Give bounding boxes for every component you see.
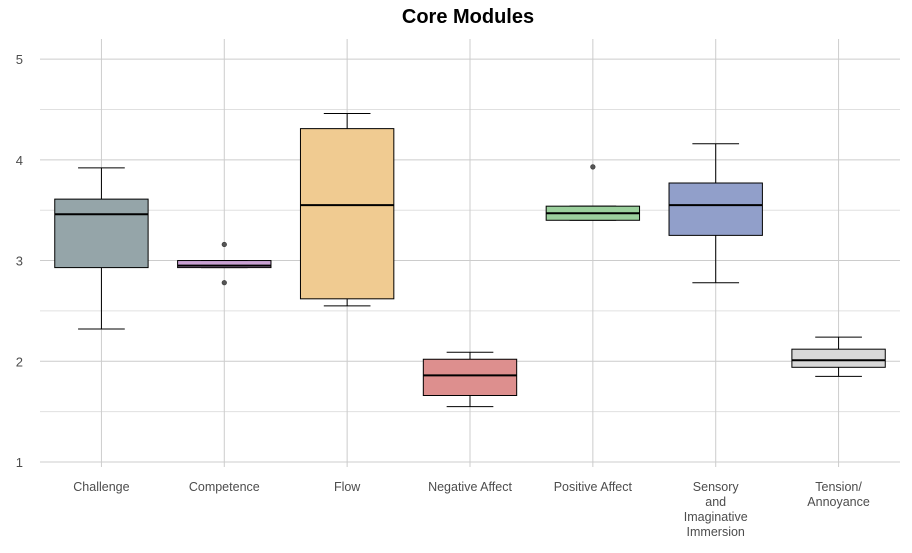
box-iqr [791,348,886,368]
x-category-label-line: Sensory [693,480,740,494]
box-group [668,143,763,284]
box-group [791,336,886,377]
box-group [54,167,149,330]
outlier-point [221,280,227,286]
x-axis-categories: Challenge Competence Flow Negative Affect Po… [73,480,870,539]
x-category-label: Competence [189,480,260,494]
box-iqr [668,182,763,236]
x-category-label: Tension/Annoyance [807,480,870,509]
x-category-label-line: Negative Affect [428,480,512,494]
y-tick-label: 2 [16,354,23,369]
x-category-label-line: Annoyance [807,495,870,509]
x-category-label-line: Competence [189,480,260,494]
outlier-point [221,241,227,248]
chart-title: Core Modules [402,6,534,28]
box-group [177,241,272,286]
x-category-label-line: Immersion [687,525,745,539]
grid [40,39,900,467]
x-category-label-line: Imaginative [684,510,748,524]
y-tick-label: 1 [16,455,23,470]
x-category-label: Positive Affect [554,480,633,494]
y-tick-label: 4 [16,153,23,168]
box-iqr [177,260,272,269]
outlier-point [590,164,596,170]
boxes [54,113,886,408]
x-category-label-line: Flow [334,480,361,494]
x-category-label: Sensory and Imaginative Immersion [684,480,748,539]
box-group [545,164,641,221]
box-iqr [299,128,395,300]
y-tick-label: 5 [16,52,23,67]
x-category-label-line: Positive Affect [554,480,633,494]
box-group [422,351,518,408]
x-category-label-line: Tension/ [815,480,862,494]
y-tick-label: 3 [16,254,23,269]
box-iqr [54,198,149,269]
x-category-label-line: Challenge [73,480,129,494]
box-iqr [422,358,518,396]
x-category-label: Flow [334,480,361,494]
x-category-label: Challenge [73,480,129,494]
box-group [299,113,395,307]
y-axis-ticks: 1 2 3 4 5 [16,52,23,470]
x-category-label: Negative Affect [428,480,512,494]
x-category-label-line: and [705,495,726,509]
